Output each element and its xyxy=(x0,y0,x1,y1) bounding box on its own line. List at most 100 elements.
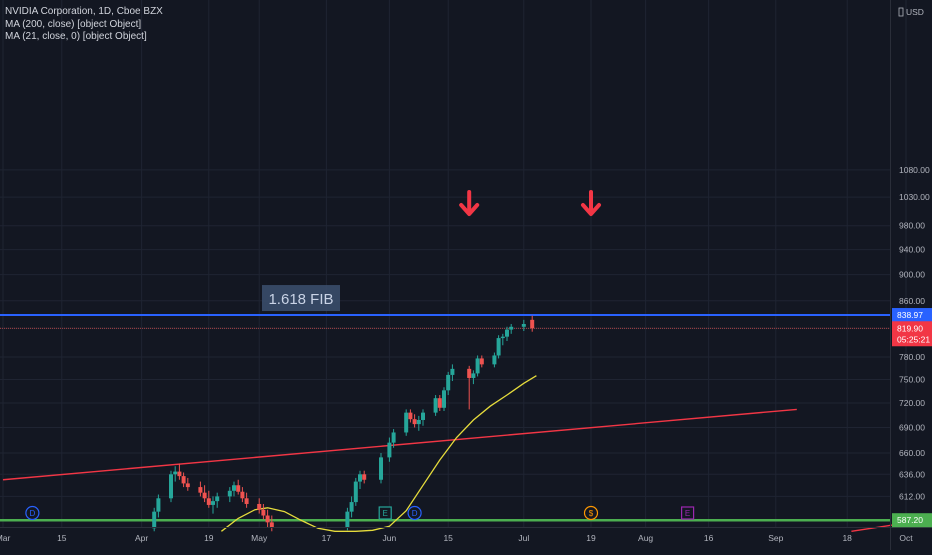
time-axis-label: Apr xyxy=(135,533,148,543)
price-axis-label: 612.00 xyxy=(899,491,925,501)
candle[interactable] xyxy=(198,481,203,497)
fib-label-text: 1.618 FIB xyxy=(268,291,333,308)
candle-body xyxy=(169,474,173,499)
candle[interactable] xyxy=(379,453,383,484)
candle-body xyxy=(471,373,476,378)
time-axis-label: 17 xyxy=(322,533,332,543)
candle-body xyxy=(202,492,207,499)
candle[interactable] xyxy=(421,409,425,426)
candle[interactable] xyxy=(265,509,270,528)
candle[interactable] xyxy=(496,335,501,359)
candle[interactable] xyxy=(173,466,178,482)
earnings-icon[interactable] xyxy=(680,506,695,520)
candle[interactable] xyxy=(500,333,505,346)
candle[interactable] xyxy=(232,481,236,497)
candle[interactable] xyxy=(521,319,526,331)
candle-body xyxy=(387,442,392,458)
candle[interactable] xyxy=(169,470,173,503)
candle[interactable] xyxy=(446,371,451,396)
candle[interactable] xyxy=(181,472,186,488)
candle-body xyxy=(269,522,274,528)
time-axis-label: May xyxy=(251,533,268,543)
candle-body xyxy=(421,412,425,420)
candle[interactable] xyxy=(412,414,417,428)
candle[interactable] xyxy=(261,503,266,520)
fib-label-box[interactable] xyxy=(262,285,340,312)
candle-body xyxy=(152,511,157,529)
event-marker[interactable]: D xyxy=(407,505,422,521)
time-axis-label: 18 xyxy=(842,533,852,543)
candle[interactable] xyxy=(269,515,274,532)
candle[interactable] xyxy=(530,315,535,332)
candle-body xyxy=(437,398,442,408)
currency-icon[interactable] xyxy=(898,7,904,17)
event-marker[interactable]: E xyxy=(378,506,392,520)
candle[interactable] xyxy=(442,387,446,412)
candle[interactable] xyxy=(404,409,409,436)
candle[interactable] xyxy=(408,409,413,423)
candle[interactable] xyxy=(353,477,358,506)
price-axis-label: 980.00 xyxy=(899,221,925,231)
candle[interactable] xyxy=(240,487,245,503)
candle-body xyxy=(232,485,236,491)
chart-legend: NVIDIA Corporation, 1D, Cboe BZX MA (200… xyxy=(5,6,163,44)
candle[interactable] xyxy=(505,326,509,341)
event-marker[interactable]: $ xyxy=(583,505,599,521)
time-axis-label: 19 xyxy=(586,533,596,543)
candle[interactable] xyxy=(215,492,220,508)
candle[interactable] xyxy=(244,492,249,508)
currency-label[interactable]: USD xyxy=(906,7,924,17)
dividend-icon[interactable] xyxy=(25,505,40,521)
candle[interactable] xyxy=(467,365,472,410)
candle[interactable] xyxy=(227,487,232,503)
candle[interactable] xyxy=(450,364,455,382)
candle[interactable] xyxy=(492,352,497,368)
symbol-title[interactable]: NVIDIA Corporation, 1D, Cboe BZX xyxy=(5,6,163,17)
earnings-icon[interactable] xyxy=(378,506,392,520)
event-marker[interactable]: D xyxy=(25,505,40,521)
candle[interactable] xyxy=(211,496,215,514)
candle[interactable] xyxy=(345,507,350,531)
split-icon[interactable] xyxy=(583,505,599,521)
time-axis-label: 15 xyxy=(443,533,453,543)
support-price-tag: 587.20 xyxy=(897,515,923,525)
price-axis-label: 900.00 xyxy=(899,270,925,280)
candle[interactable] xyxy=(185,477,190,491)
resistance-trendline[interactable] xyxy=(2,408,797,481)
candle[interactable] xyxy=(391,429,396,448)
countdown-tag: 05:25:21 xyxy=(897,334,930,344)
candle[interactable] xyxy=(202,485,207,503)
candle[interactable] xyxy=(206,490,211,508)
candle[interactable] xyxy=(471,370,476,385)
candles-layer xyxy=(152,315,535,532)
candle[interactable] xyxy=(416,415,421,431)
candle[interactable] xyxy=(475,355,480,377)
candle[interactable] xyxy=(509,323,514,334)
candle[interactable] xyxy=(177,463,182,480)
candle-body xyxy=(467,368,472,378)
dividend-icon[interactable] xyxy=(407,505,422,521)
ma200-legend[interactable]: MA (200, close) [object Object] xyxy=(5,18,142,30)
down-arrow-icon[interactable] xyxy=(581,190,601,216)
candle[interactable] xyxy=(387,437,392,462)
candle[interactable] xyxy=(349,496,354,518)
ma21-line[interactable] xyxy=(221,375,537,532)
candle[interactable] xyxy=(362,470,367,484)
candle[interactable] xyxy=(433,395,438,416)
event-marker[interactable]: E xyxy=(680,506,695,520)
event-letter: $ xyxy=(589,509,594,518)
candle[interactable] xyxy=(156,494,161,518)
ma21-legend[interactable]: MA (21, close, 0) [object Object] xyxy=(5,31,147,42)
candle[interactable] xyxy=(358,470,362,489)
candle[interactable] xyxy=(479,355,484,368)
candle[interactable] xyxy=(257,498,262,514)
price-axis-label: 690.00 xyxy=(899,422,925,432)
time-axis-label: Sep xyxy=(768,533,783,543)
down-arrow-icon[interactable] xyxy=(459,190,480,216)
candle[interactable] xyxy=(437,395,442,412)
candle[interactable] xyxy=(236,479,241,495)
price-axis-label: 940.00 xyxy=(899,245,925,255)
